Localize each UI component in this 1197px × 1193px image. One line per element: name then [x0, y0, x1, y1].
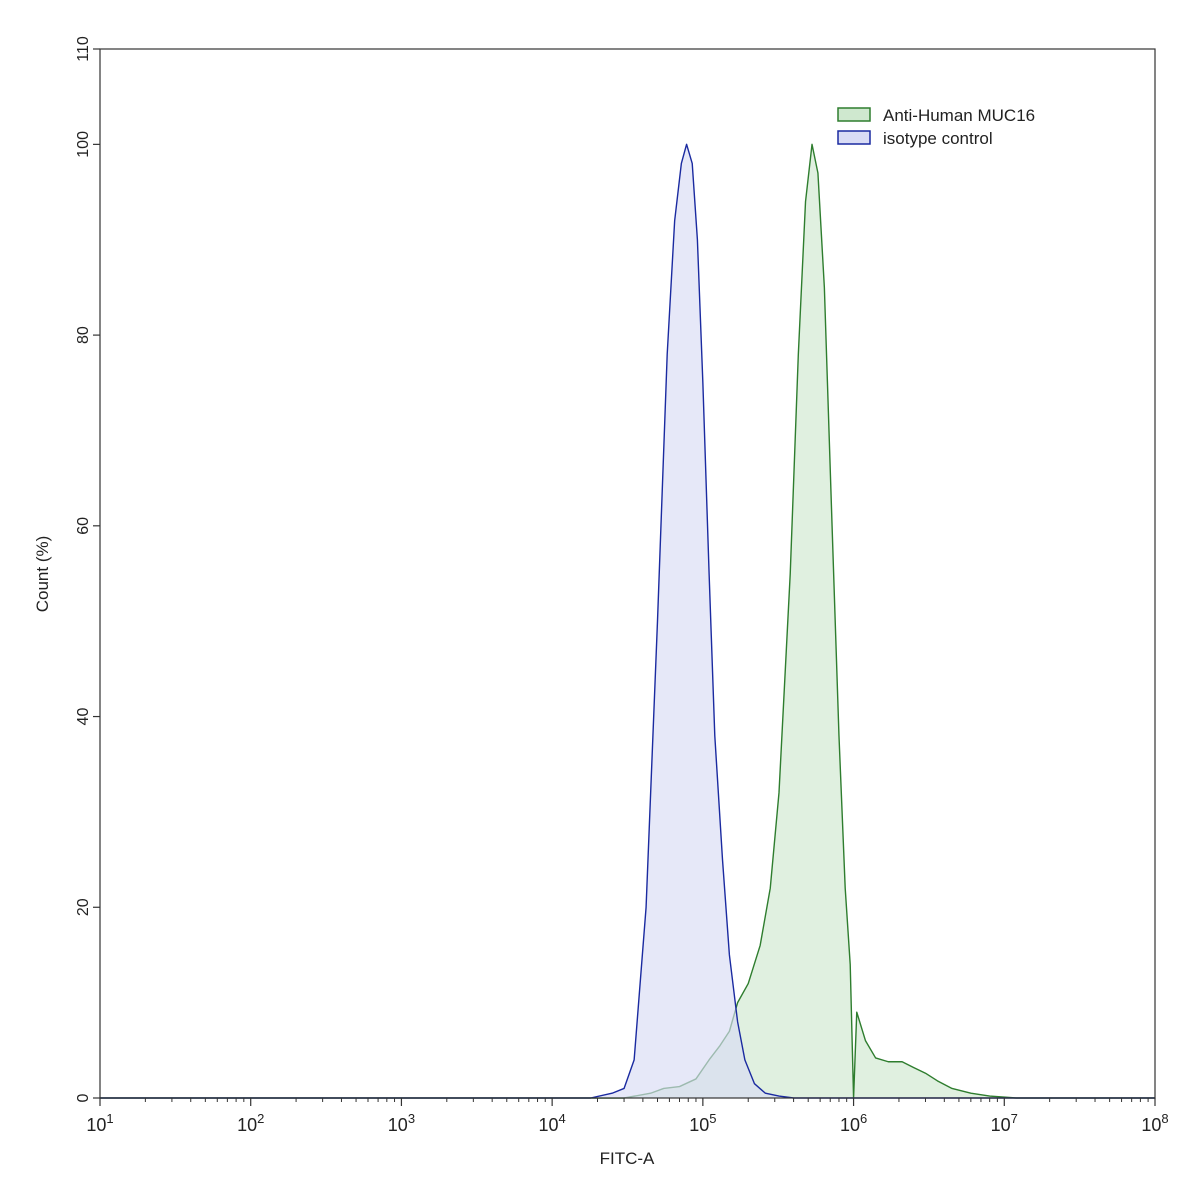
series-fill-1	[100, 144, 1155, 1099]
x-axis-label: FITC-A	[600, 1149, 655, 1168]
y-tick-label-2: 40	[75, 708, 92, 726]
x-tick-label-1: 102	[237, 1111, 264, 1135]
y-tick-label-6: 110	[75, 36, 92, 62]
y-tick-label-5: 100	[75, 131, 92, 158]
y-axis-label: Count (%)	[33, 536, 52, 613]
x-tick-label-5: 106	[840, 1111, 867, 1135]
axis-layer: 0 20 40 60 80 100 110 101 102 103 104 105 106 107 108	[75, 36, 1169, 1135]
legend-label-0: Anti-Human MUC16	[883, 106, 1035, 125]
x-tick-label-6: 107	[991, 1111, 1018, 1135]
series-line-1	[100, 143, 1155, 1099]
x-tick-label-4: 105	[689, 1111, 716, 1135]
y-tick-label-4: 80	[75, 326, 92, 344]
series-fill-0	[100, 144, 1155, 1099]
plot-frame	[99, 48, 1156, 1099]
y-tick-label-3: 60	[75, 517, 92, 535]
x-tick-label-2: 103	[388, 1111, 415, 1135]
legend-label-1: isotype control	[883, 129, 993, 148]
legend: Anti-Human MUC16 isotype control	[837, 106, 1035, 148]
x-tick-label-3: 104	[539, 1111, 566, 1135]
legend-swatch-1	[837, 130, 871, 145]
y-tick-label-0: 0	[75, 1093, 92, 1102]
legend-swatch-0	[837, 107, 871, 122]
series-line-0	[100, 143, 1155, 1099]
x-tick-label-7: 108	[1141, 1111, 1168, 1135]
y-tick-label-1: 20	[75, 898, 92, 916]
series-layer	[100, 143, 1155, 1099]
x-tick-label-0: 101	[86, 1111, 113, 1135]
